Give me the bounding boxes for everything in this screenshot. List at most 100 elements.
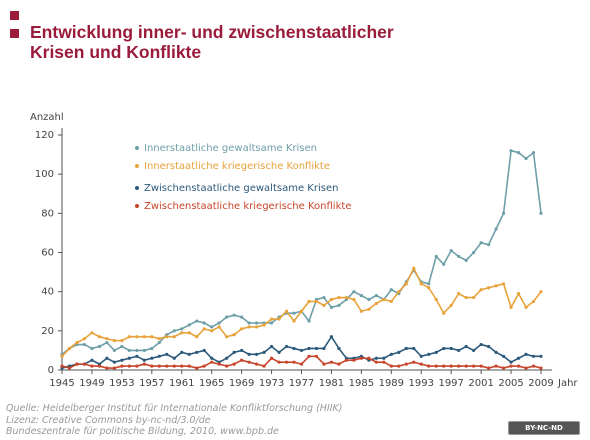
x-tick-label: 2005 (498, 378, 523, 389)
data-point (501, 354, 506, 358)
data-point (195, 319, 199, 323)
data-point (187, 352, 191, 356)
data-point (389, 364, 393, 368)
data-point (427, 364, 431, 368)
data-point (516, 364, 521, 368)
data-point (524, 156, 528, 161)
legend-label: Innerstaatliche kriegerische Konflikte (144, 161, 330, 172)
data-point (225, 335, 229, 339)
data-point (397, 364, 401, 368)
series-line (61, 355, 542, 369)
data-point (322, 346, 326, 351)
data-point (374, 301, 378, 306)
data-point (105, 340, 109, 345)
data-point (329, 305, 334, 309)
data-point (524, 366, 528, 370)
data-point (232, 313, 236, 317)
data-point (531, 354, 536, 358)
data-point (479, 342, 483, 347)
data-point (314, 346, 319, 351)
data-point (397, 350, 401, 354)
data-point (307, 354, 311, 358)
data-point (127, 364, 131, 368)
legend-label: Innerstaatliche gewaltsame Krisen (144, 143, 317, 154)
data-point (501, 211, 506, 215)
data-point (539, 366, 543, 370)
data-point (105, 337, 109, 341)
y-tick-label: 80 (41, 208, 54, 219)
data-point (419, 362, 423, 366)
data-point (247, 360, 251, 364)
data-point (337, 295, 341, 300)
data-point (150, 335, 154, 339)
data-point (434, 297, 438, 302)
data-point (284, 344, 289, 349)
data-point (120, 358, 124, 362)
data-point (501, 366, 506, 370)
data-point (472, 250, 476, 255)
data-point (509, 360, 513, 364)
data-point (180, 327, 184, 331)
data-point (442, 311, 446, 315)
data-point (427, 282, 431, 286)
data-point (472, 364, 476, 368)
data-point (105, 356, 109, 360)
x-tick-label: 1961 (169, 378, 194, 389)
data-point (232, 362, 236, 366)
data-point (442, 346, 446, 351)
data-point (292, 319, 296, 323)
data-point (120, 339, 124, 343)
data-point (247, 321, 251, 325)
data-point (389, 288, 393, 292)
source: Quelle: Heidelberger Institut für Intern… (6, 403, 342, 438)
data-point (127, 335, 131, 339)
data-point (254, 325, 259, 329)
data-point (82, 342, 87, 347)
data-point (97, 344, 102, 349)
data-point (531, 364, 536, 368)
data-point (277, 350, 281, 354)
data-point (479, 288, 483, 292)
data-point (322, 295, 326, 300)
data-point (292, 360, 296, 364)
data-point (389, 352, 393, 356)
data-point (374, 360, 378, 364)
data-point (240, 327, 244, 331)
data-point (464, 295, 468, 300)
data-point (322, 303, 326, 307)
y-tick-label: 20 (41, 326, 54, 337)
data-point (90, 364, 94, 368)
data-point (254, 321, 259, 325)
data-point (494, 284, 498, 288)
data-point (404, 362, 408, 366)
data-point (187, 331, 191, 335)
data-point (82, 337, 87, 341)
data-point (442, 262, 446, 266)
x-tick-label: 1957 (139, 378, 164, 389)
y-tick-label: 120 (35, 130, 54, 141)
data-point (449, 346, 453, 351)
data-point (254, 352, 259, 356)
data-point (404, 346, 408, 351)
data-point (367, 307, 371, 311)
x-tick-label: 2009 (528, 378, 553, 389)
license-badge: BY-NC-ND (508, 421, 580, 435)
data-point (449, 248, 453, 253)
data-point (202, 321, 206, 325)
data-point (434, 364, 438, 368)
x-tick-label: 2001 (468, 378, 493, 389)
data-point (90, 358, 94, 362)
data-point (210, 325, 214, 329)
data-point (75, 362, 79, 366)
data-point (344, 295, 349, 300)
data-point (307, 346, 311, 351)
data-point (240, 315, 244, 319)
data-point (150, 346, 154, 351)
legend-label: Zwischenstaatliche kriegerische Konflikt… (144, 201, 351, 212)
data-point (262, 364, 266, 368)
data-point (195, 366, 199, 370)
data-point (120, 364, 124, 368)
data-point (412, 346, 416, 351)
y-axis-label: Anzahl (30, 112, 64, 123)
